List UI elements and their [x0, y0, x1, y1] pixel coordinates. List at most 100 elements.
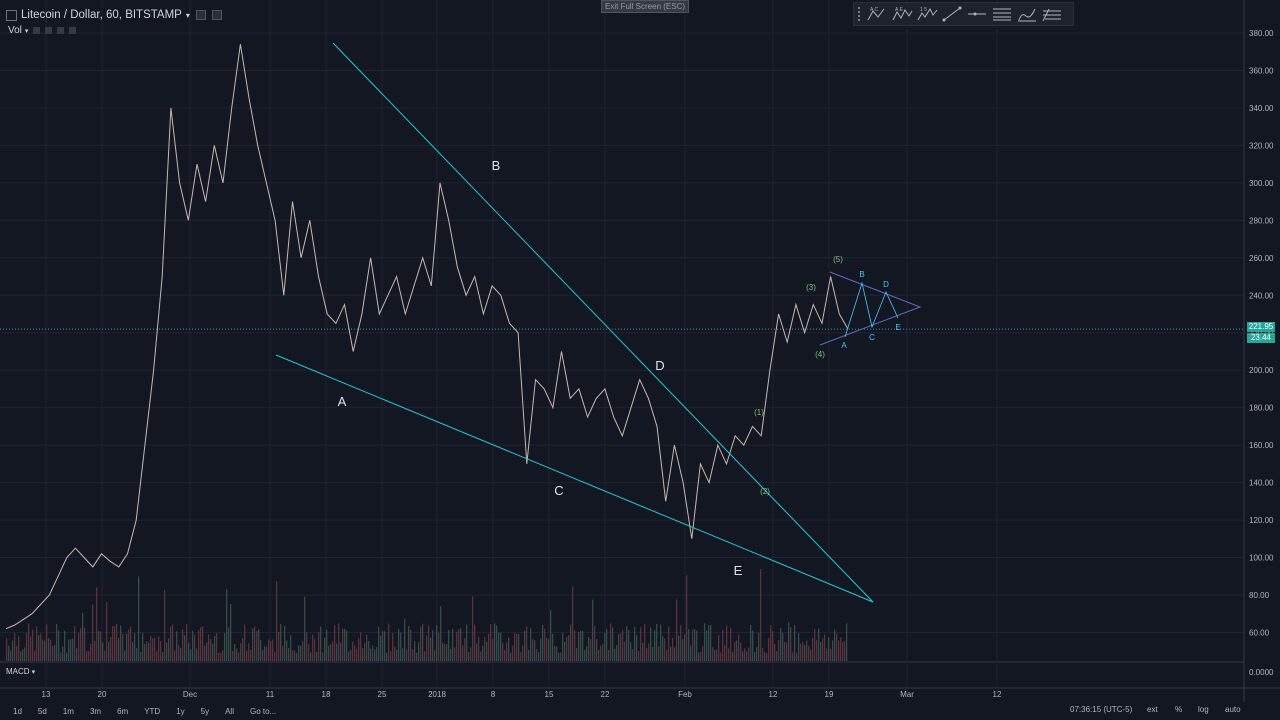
time-axis[interactable]: 13 20 Dec 11 18 25 2018 8 15 22 Feb 12 19 Mar 12: [42, 690, 1002, 699]
volume-bar: [770, 625, 772, 661]
volume-bar: [82, 612, 84, 661]
pitchfork-icon[interactable]: [1039, 4, 1064, 24]
volume-bar: [186, 624, 188, 661]
range-5d-button[interactable]: 5d: [37, 706, 47, 716]
ext-toggle[interactable]: ext: [1147, 705, 1158, 714]
symbol-title[interactable]: Litecoin / Dollar, 60, BITSTAMP: [21, 9, 182, 21]
chevron-down-icon[interactable]: ▾: [31, 668, 36, 676]
abcde-pattern-icon[interactable]: A E: [889, 4, 914, 24]
trend-line-icon[interactable]: [939, 4, 964, 24]
volume-bar: [34, 650, 36, 661]
volume-bar: [594, 625, 596, 661]
range-all-button[interactable]: All: [225, 706, 234, 716]
volume-bar: [356, 648, 358, 661]
range-6m-button[interactable]: 6m: [117, 706, 129, 716]
volume-bar: [834, 629, 836, 661]
chevron-down-icon[interactable]: ▾: [24, 27, 29, 35]
volume-bar: [470, 647, 472, 661]
range-1d-button[interactable]: 1d: [13, 706, 22, 716]
volume-bar: [198, 630, 200, 661]
volume-bar: [616, 645, 618, 661]
volume-bar: [486, 641, 488, 661]
range-1y-button[interactable]: 1y: [176, 706, 185, 716]
volume-bar: [36, 626, 38, 661]
goto-button[interactable]: Go to...: [249, 706, 277, 716]
clock: 07:36:15 (UTC-5): [1070, 705, 1133, 714]
volume-bar: [636, 635, 638, 661]
volume-bar: [96, 587, 98, 661]
wave-label-small: B: [859, 270, 864, 279]
horizontal-ray-icon[interactable]: [964, 4, 989, 24]
volume-bar: [282, 646, 284, 661]
volume-bar: [212, 643, 214, 661]
trendlines[interactable]: [275, 42, 922, 603]
volume-bar: [398, 628, 400, 661]
auto-toggle[interactable]: auto: [1225, 705, 1241, 714]
bottom-toolbar[interactable]: 1d 5d 1m 3m 6m YTD 1y 5y All Go to... 07…: [0, 702, 1280, 720]
triangle-pattern: [819, 271, 922, 346]
volume-bar: [708, 625, 710, 661]
volume-bar: [390, 651, 392, 661]
hide-icon[interactable]: [211, 10, 222, 20]
volume-bar: [166, 642, 168, 661]
range-3m-button[interactable]: 3m: [89, 706, 102, 716]
volume-bar: [710, 624, 712, 661]
macd-legend[interactable]: MACD ▾: [6, 667, 35, 676]
volume-bar: [516, 633, 518, 661]
wave-label-green: (1): [754, 408, 764, 417]
range-1m-button[interactable]: 1m: [62, 706, 74, 716]
range-5y-button[interactable]: 5y: [200, 706, 210, 716]
volume-bar: [400, 632, 402, 661]
range-ytd-button[interactable]: YTD: [144, 706, 161, 716]
drawing-toolbar[interactable]: A C A E 1 5: [853, 2, 1074, 26]
volume-bar: [756, 647, 758, 661]
volume-bar: [340, 642, 342, 661]
volume-bar: [476, 643, 478, 661]
eye-icon[interactable]: [33, 27, 41, 34]
percent-toggle[interactable]: %: [1175, 705, 1183, 714]
volume-bar: [346, 630, 348, 661]
volume-bar: [244, 624, 246, 661]
elliott-wave-icon[interactable]: 1 5: [914, 4, 939, 24]
price-tick: 280.00: [1249, 216, 1274, 225]
volume-bar: [686, 575, 688, 661]
volume-bar: [628, 630, 630, 661]
volume-bar: [552, 633, 554, 661]
price-tick: 120.00: [1249, 516, 1274, 525]
volume-bar: [504, 649, 506, 661]
volume-bar: [126, 633, 128, 661]
volume-bar: [194, 634, 196, 661]
volume-bar: [694, 628, 696, 661]
fib-retracement-icon[interactable]: [989, 4, 1014, 24]
volume-bar: [830, 648, 832, 661]
grip-handle[interactable]: [854, 3, 864, 25]
volume-bar: [652, 646, 654, 661]
abc-pattern-icon[interactable]: A C: [864, 4, 889, 24]
exit-fullscreen-button[interactable]: Exit Full Screen (ESC): [601, 0, 690, 13]
symbol-header[interactable]: Litecoin / Dollar, 60, BITSTAMP ▾: [6, 9, 222, 21]
log-toggle[interactable]: log: [1198, 705, 1209, 714]
volume-bar: [180, 648, 182, 661]
small-wave-path: [844, 281, 899, 338]
volume-bar: [662, 636, 664, 661]
settings-icon[interactable]: [45, 27, 53, 34]
chevron-down-icon[interactable]: ▾: [185, 10, 190, 20]
volume-bar: [738, 634, 740, 661]
close-icon[interactable]: [69, 27, 77, 34]
volume-bar: [646, 648, 648, 661]
volume-bar: [564, 641, 566, 661]
volume-bar: [440, 606, 442, 661]
volume-bar: [156, 651, 158, 661]
collapse-icon[interactable]: [6, 9, 17, 21]
volume-legend[interactable]: Vol ▾: [8, 25, 77, 36]
volume-bar: [394, 646, 396, 661]
add-icon[interactable]: [57, 27, 65, 34]
brush-icon[interactable]: [1014, 4, 1039, 24]
price-axis[interactable]: 380.00 360.00 340.00 320.00 300.00 280.00 260.…: [1243, 0, 1274, 702]
volume-bar: [530, 628, 532, 661]
volume-bar: [190, 649, 192, 661]
volume-bar: [292, 650, 294, 661]
volume-bar: [598, 649, 600, 661]
settings-icon[interactable]: [195, 10, 206, 20]
